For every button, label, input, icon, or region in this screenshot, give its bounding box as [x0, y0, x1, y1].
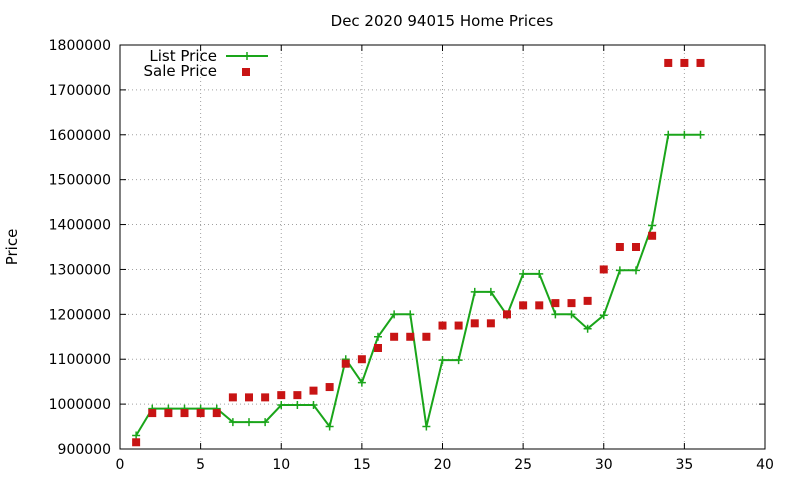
y-tick-labels: 900000 1000000 1100000 1200000 1300000 140000… [49, 38, 111, 458]
sale-price-point [567, 299, 576, 308]
list-price-point [519, 269, 528, 278]
y-tick-label: 900000 [58, 442, 111, 458]
y-tick-label: 1400000 [49, 218, 111, 234]
y-tick-label: 1500000 [49, 173, 111, 189]
legend-sale-price-label: Sale Price [144, 62, 217, 80]
sale-price-point [164, 409, 173, 418]
sale-price-point [293, 391, 302, 400]
x-tick-label: 5 [196, 457, 205, 473]
sale-price-point [519, 301, 528, 310]
sale-price-point [422, 332, 431, 341]
x-tick-label: 30 [595, 457, 613, 473]
list-price-point [390, 310, 399, 319]
y-tick-label: 1200000 [49, 307, 111, 323]
x-tick-label: 35 [675, 457, 693, 473]
sale-price-point [486, 319, 495, 328]
legend-sale-price-marker [242, 68, 250, 76]
list-price-point [438, 356, 447, 365]
list-price-point [680, 130, 689, 139]
legend-list-price-label: List Price [149, 47, 217, 65]
y-tick-label: 1700000 [49, 83, 111, 99]
x-tick-label: 20 [434, 457, 452, 473]
y-tick-label: 1300000 [49, 262, 111, 278]
list-price-point [261, 418, 270, 427]
list-price-point [228, 418, 237, 427]
sale-price-point [696, 58, 705, 67]
sale-price-point [341, 359, 350, 368]
sale-price-point [551, 299, 560, 308]
list-price-point [551, 310, 560, 319]
list-price-point [583, 324, 592, 333]
list-price-point [325, 422, 334, 431]
sale-price-point [245, 393, 253, 402]
list-price-point [245, 418, 253, 427]
sale-price-point [228, 393, 237, 402]
sale-price-point [438, 321, 447, 330]
chart-title: Dec 2020 94015 Home Prices [331, 12, 554, 30]
list-price-point [535, 269, 544, 278]
legend-list-price-marker [243, 52, 251, 60]
axis-ticks [119, 44, 766, 450]
x-tick-labels: 0 5 10 15 20 25 30 35 40 [116, 457, 774, 473]
sale-price-point [277, 391, 286, 400]
sale-price-point [680, 58, 689, 67]
series [132, 58, 705, 447]
sale-price-point [325, 383, 334, 392]
sale-price-point [261, 393, 270, 402]
list-price-point [357, 378, 366, 387]
list-price-point [615, 266, 624, 275]
sale-price-point [132, 438, 141, 447]
list-price-point [293, 401, 302, 410]
y-tick-label: 1100000 [49, 352, 111, 368]
list-price-point [648, 221, 657, 230]
sale-price-point [148, 409, 157, 418]
sale-price-point [180, 409, 189, 418]
sale-price-point [583, 296, 592, 305]
sale-price-point [615, 243, 624, 251]
list-price-point [470, 287, 479, 296]
x-tick-label: 40 [756, 457, 774, 473]
sale-price-point [664, 58, 673, 67]
list-price-point [599, 311, 608, 320]
list-price-point [132, 431, 141, 440]
sale-price-point [406, 332, 415, 341]
x-tick-label: 15 [353, 457, 371, 473]
sale-price-point [374, 344, 382, 352]
sale-price-point [196, 409, 205, 418]
list-price-point [664, 130, 673, 139]
list-price-line [135, 133, 701, 437]
sale-price-point [632, 243, 640, 251]
y-tick-label: 1800000 [49, 38, 111, 54]
list-price-point [632, 266, 640, 275]
list-price-point [454, 356, 463, 365]
list-price-point [422, 422, 431, 431]
sale-price-point [309, 386, 318, 395]
sale-price-point [648, 231, 657, 240]
x-tick-label: 25 [514, 457, 532, 473]
sale-price-point [470, 319, 479, 328]
list-price-point [277, 401, 286, 410]
list-price-point [406, 310, 415, 319]
sale-price-point [535, 301, 544, 310]
sale-price-point [503, 310, 511, 319]
sale-price-point [212, 409, 221, 418]
list-price-point [309, 401, 318, 410]
list-price-point [374, 332, 382, 341]
list-price-point [696, 130, 705, 139]
x-tick-label: 10 [272, 457, 290, 473]
list-price-point [486, 287, 495, 296]
sale-price-point [454, 321, 463, 330]
list-price-point [567, 310, 576, 319]
sale-price-point [599, 265, 608, 274]
x-tick-label: 0 [116, 457, 125, 473]
sale-price-point [390, 332, 399, 341]
y-tick-label: 1600000 [49, 128, 111, 144]
y-axis-title: Price [3, 229, 21, 266]
y-tick-label: 1000000 [49, 397, 111, 413]
sale-price-point [357, 355, 366, 364]
